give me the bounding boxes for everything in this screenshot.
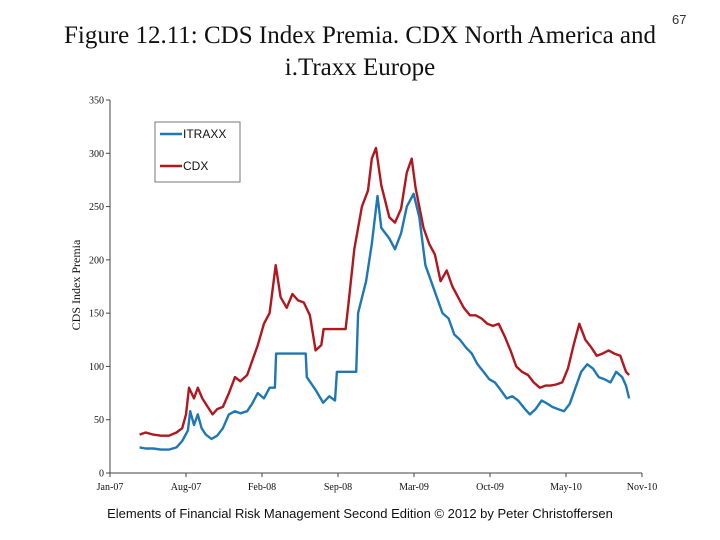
y-axis-label: CDS Index Premia — [69, 239, 83, 330]
x-tick-label: Nov-10 — [627, 482, 658, 493]
x-tick-label: Jan-07 — [97, 482, 124, 493]
series-line-itraxx — [139, 192, 631, 451]
x-tick-label: Aug-07 — [171, 482, 202, 493]
x-tick-label: Mar-09 — [399, 482, 429, 493]
x-tick-label: Feb-08 — [248, 482, 276, 493]
y-tick-label: 350 — [89, 96, 104, 107]
x-tick-label: Oct-09 — [476, 482, 504, 493]
y-tick-label: 250 — [89, 202, 104, 213]
legend-label-itraxx: ITRAXX — [183, 127, 226, 141]
legend-label-cdx: CDX — [183, 159, 208, 173]
y-tick-label: 100 — [89, 362, 104, 373]
y-tick-label: 200 — [89, 255, 104, 266]
y-tick-label: 50 — [94, 415, 104, 426]
x-tick-label: Sep-08 — [324, 482, 352, 493]
x-tick-label: May-10 — [550, 482, 582, 493]
slide-number: 67 — [672, 12, 687, 27]
y-tick-label: 0 — [99, 469, 104, 480]
series-line-cdx — [139, 146, 630, 437]
legend: ITRAXX CDX — [154, 121, 241, 183]
legend-box — [154, 121, 241, 183]
footer-credit: Elements of Financial Risk Management Se… — [107, 506, 613, 521]
x-axis-ticks: Jan-07 Aug-07 Feb-08 Sep-08 Mar-09 Oct-09 May-… — [97, 473, 658, 493]
series-lines — [139, 146, 631, 451]
y-axis-ticks: 0 50 100 150 200 250 300 350 — [89, 96, 110, 480]
y-tick-label: 150 — [89, 309, 104, 320]
chart-title: Figure 12.11: CDS Index Premia. CDX Nort… — [63, 22, 657, 81]
y-tick-label: 300 — [89, 149, 104, 160]
